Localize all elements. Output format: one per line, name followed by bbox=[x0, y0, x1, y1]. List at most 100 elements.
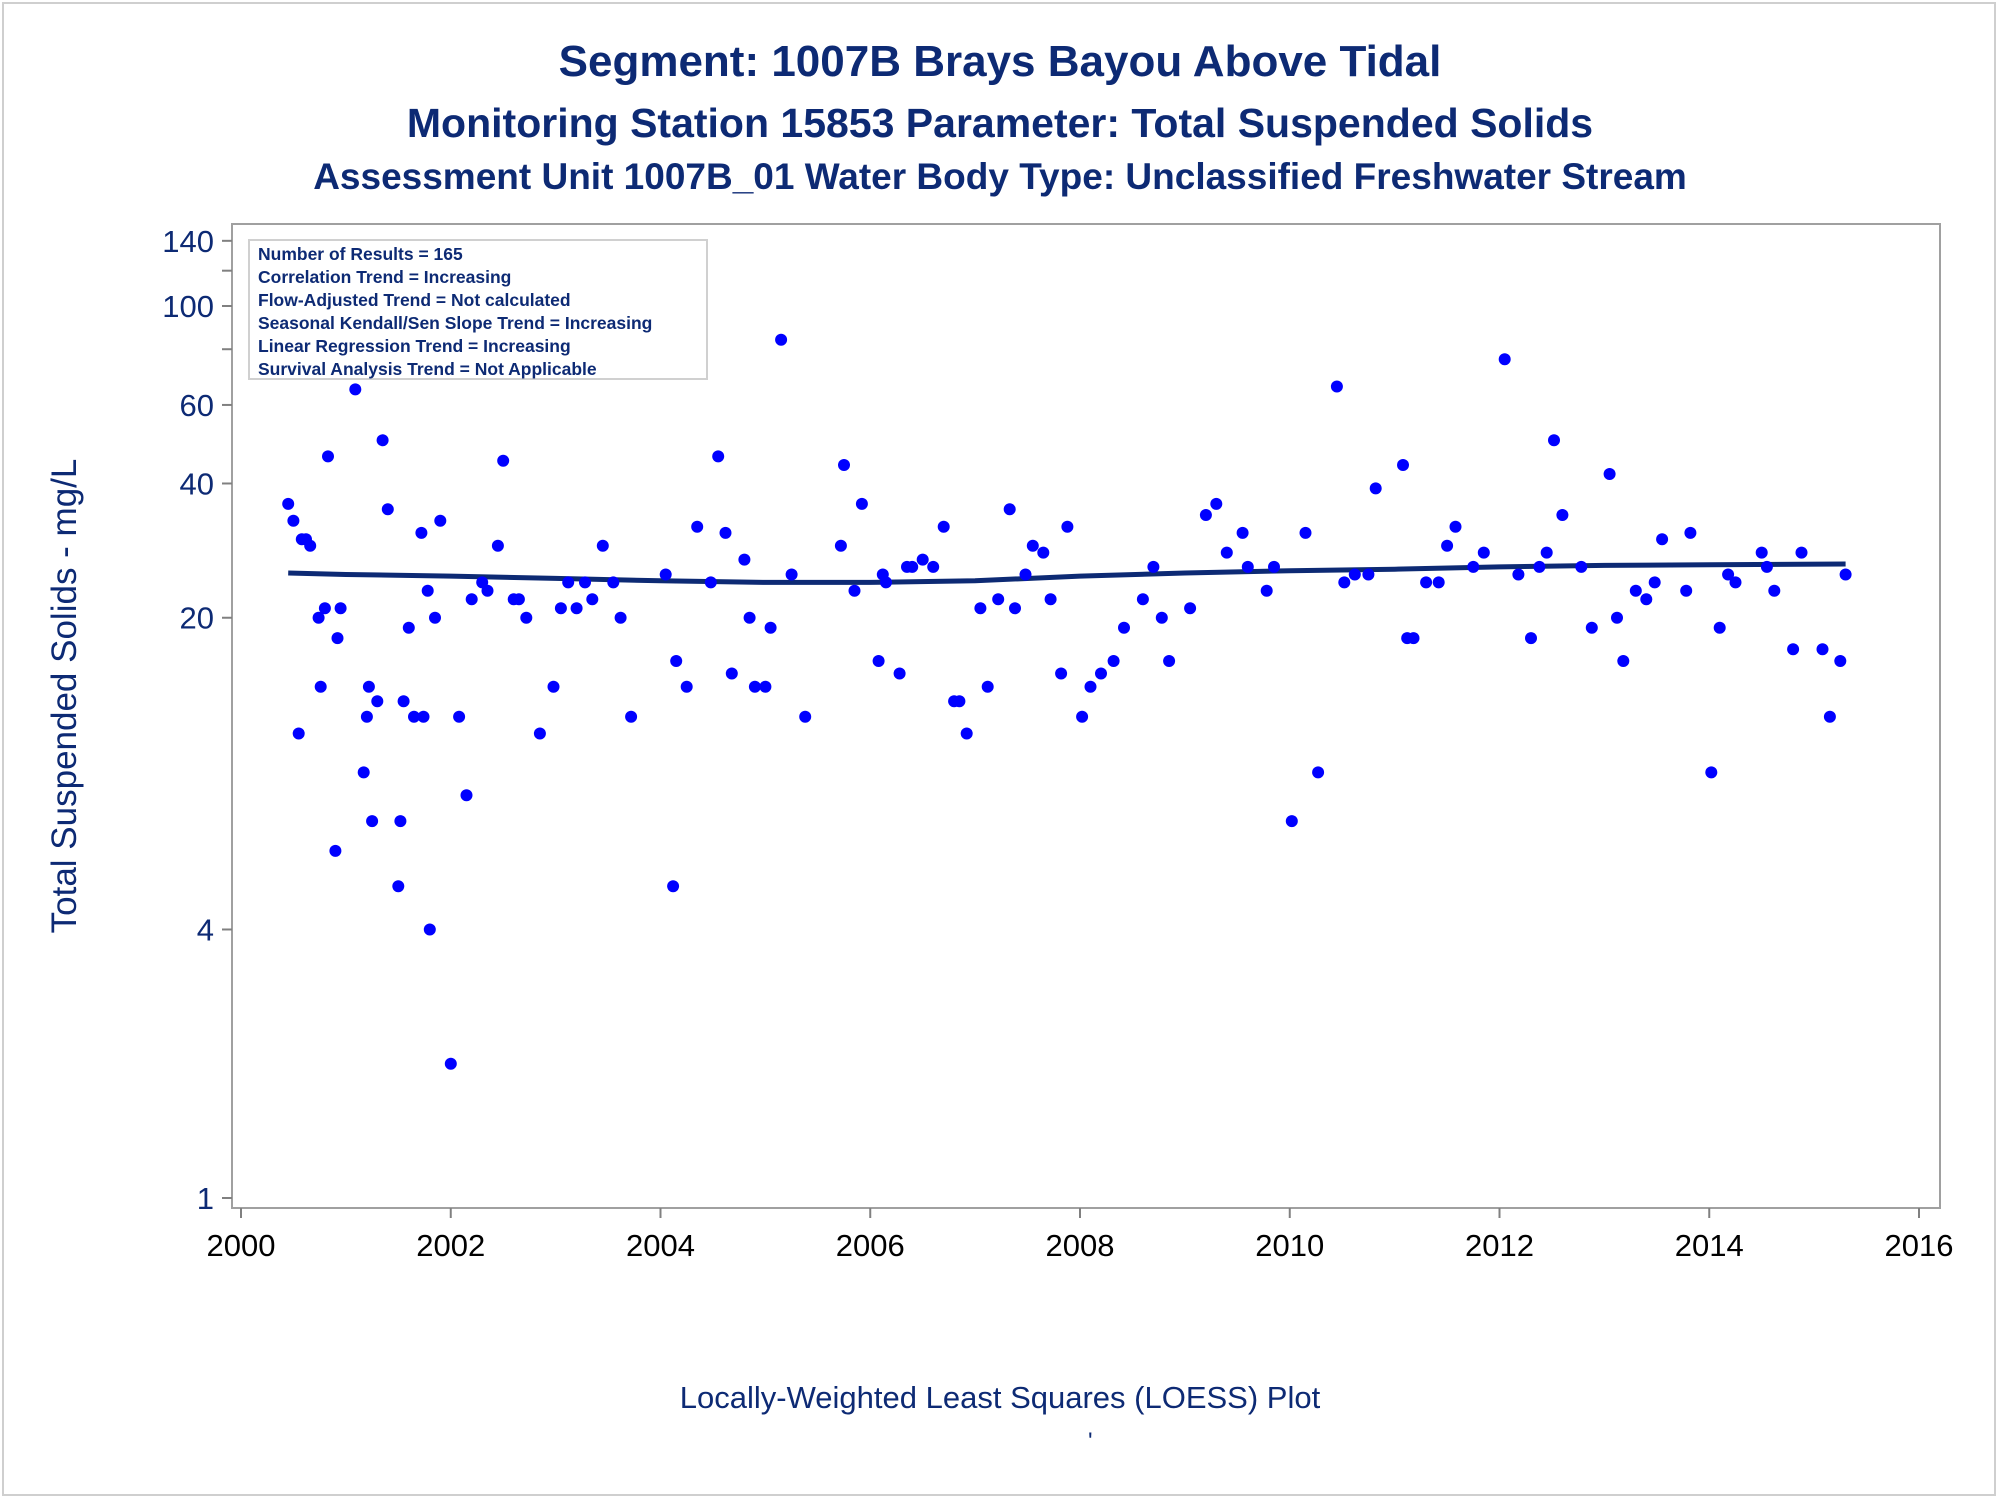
data-point-152 bbox=[1705, 766, 1718, 779]
data-point-96 bbox=[1037, 546, 1050, 559]
data-point-148 bbox=[1648, 576, 1661, 589]
data-point-108 bbox=[1163, 655, 1176, 667]
data-point-12 bbox=[334, 602, 347, 615]
data-point-80 bbox=[893, 667, 906, 680]
x-tick-label-2016: 2016 bbox=[1885, 1228, 1954, 1263]
data-point-28 bbox=[415, 526, 428, 539]
y-tick-label-1: 1 bbox=[197, 1181, 214, 1216]
data-point-33 bbox=[434, 514, 447, 527]
data-point-6 bbox=[312, 611, 325, 624]
data-point-155 bbox=[1729, 576, 1742, 589]
data-point-127 bbox=[1407, 632, 1420, 645]
data-point-149 bbox=[1656, 533, 1669, 546]
data-point-102 bbox=[1095, 667, 1107, 680]
data-point-128 bbox=[1420, 576, 1433, 589]
data-point-123 bbox=[1362, 568, 1375, 581]
data-point-150 bbox=[1680, 584, 1693, 597]
data-point-129 bbox=[1432, 576, 1445, 589]
data-point-132 bbox=[1467, 560, 1480, 573]
data-point-10 bbox=[329, 844, 342, 857]
data-point-140 bbox=[1556, 509, 1569, 521]
data-point-8 bbox=[318, 602, 331, 615]
x-tick-label-2008: 2008 bbox=[1046, 1228, 1115, 1263]
data-point-151 bbox=[1684, 526, 1697, 539]
data-point-133 bbox=[1477, 546, 1490, 559]
data-point-110 bbox=[1199, 509, 1212, 521]
data-point-89 bbox=[974, 602, 987, 615]
data-point-53 bbox=[607, 576, 620, 589]
data-point-109 bbox=[1184, 602, 1197, 615]
data-point-122 bbox=[1348, 568, 1361, 581]
data-point-116 bbox=[1268, 560, 1280, 573]
x-tick-label-2002: 2002 bbox=[416, 1228, 485, 1263]
chart-title: Segment: 1007B Brays Bayou Above Tidal bbox=[558, 37, 1442, 86]
data-point-90 bbox=[981, 680, 994, 693]
data-point-46 bbox=[547, 680, 560, 693]
data-point-97 bbox=[1044, 593, 1057, 606]
data-point-141 bbox=[1575, 560, 1588, 573]
data-point-29 bbox=[417, 710, 430, 723]
data-point-5 bbox=[304, 539, 317, 552]
data-point-25 bbox=[397, 695, 410, 708]
data-point-91 bbox=[992, 593, 1005, 606]
stat-seasonal-kendall-trend: Seasonal Kendall/Sen Slope Trend = Incre… bbox=[258, 313, 653, 333]
data-point-1 bbox=[287, 514, 300, 527]
data-point-58 bbox=[670, 655, 683, 667]
data-point-157 bbox=[1760, 560, 1773, 573]
data-point-159 bbox=[1787, 643, 1800, 656]
data-point-75 bbox=[848, 584, 861, 597]
data-point-145 bbox=[1617, 655, 1630, 667]
x-tick-label-2014: 2014 bbox=[1675, 1228, 1744, 1263]
data-point-59 bbox=[680, 680, 693, 693]
data-point-2 bbox=[292, 727, 305, 740]
data-point-121 bbox=[1338, 576, 1351, 589]
data-point-125 bbox=[1397, 459, 1409, 471]
data-point-27 bbox=[408, 710, 420, 723]
data-point-156 bbox=[1755, 546, 1768, 559]
stat-survival-analysis-trend: Survival Analysis Trend = Not Applicable bbox=[258, 359, 597, 379]
data-point-9 bbox=[322, 450, 334, 463]
y-axis-title: Total Suspended Solids - mg/L bbox=[45, 459, 84, 934]
data-point-21 bbox=[376, 434, 389, 447]
data-point-115 bbox=[1260, 584, 1273, 597]
data-point-56 bbox=[659, 568, 672, 581]
data-point-118 bbox=[1299, 526, 1312, 539]
data-point-92 bbox=[1003, 503, 1016, 516]
data-point-120 bbox=[1330, 380, 1343, 393]
y-tick-label-40: 40 bbox=[180, 466, 214, 501]
data-point-73 bbox=[834, 539, 847, 552]
data-point-37 bbox=[465, 593, 478, 606]
data-point-69 bbox=[764, 621, 777, 634]
data-point-36 bbox=[460, 789, 473, 802]
data-point-63 bbox=[719, 526, 732, 539]
y-tick-label-100: 100 bbox=[162, 289, 214, 324]
data-point-94 bbox=[1019, 568, 1032, 581]
stat-flow-adjusted-trend: Flow-Adjusted Trend = Not calculated bbox=[258, 290, 571, 310]
data-point-135 bbox=[1512, 568, 1525, 581]
data-point-40 bbox=[491, 539, 504, 552]
data-point-67 bbox=[748, 680, 761, 693]
data-point-139 bbox=[1548, 434, 1560, 447]
loess-trend-line bbox=[288, 561, 1846, 585]
chart-subtitle-2: Assessment Unit 1007B_01 Water Body Type… bbox=[313, 156, 1687, 197]
y-tick-label-4: 4 bbox=[197, 912, 214, 947]
data-point-82 bbox=[906, 560, 919, 573]
data-point-24 bbox=[394, 815, 407, 828]
data-point-84 bbox=[927, 560, 940, 573]
y-tick-label-60: 60 bbox=[180, 388, 214, 423]
data-point-134 bbox=[1498, 353, 1511, 366]
y-tick-label-20: 20 bbox=[180, 601, 214, 636]
data-point-131 bbox=[1449, 520, 1462, 533]
data-point-99 bbox=[1061, 520, 1074, 533]
data-point-66 bbox=[743, 611, 756, 624]
footnote: Locally-Weighted Least Squares (LOESS) P… bbox=[679, 1380, 1321, 1415]
data-point-106 bbox=[1147, 560, 1160, 573]
data-point-14 bbox=[349, 383, 362, 396]
data-point-70 bbox=[775, 333, 788, 346]
data-point-95 bbox=[1026, 539, 1039, 552]
data-point-7 bbox=[314, 680, 327, 693]
data-point-16 bbox=[357, 766, 370, 779]
data-point-124 bbox=[1369, 482, 1382, 495]
y-tick-label-140: 140 bbox=[162, 224, 214, 259]
